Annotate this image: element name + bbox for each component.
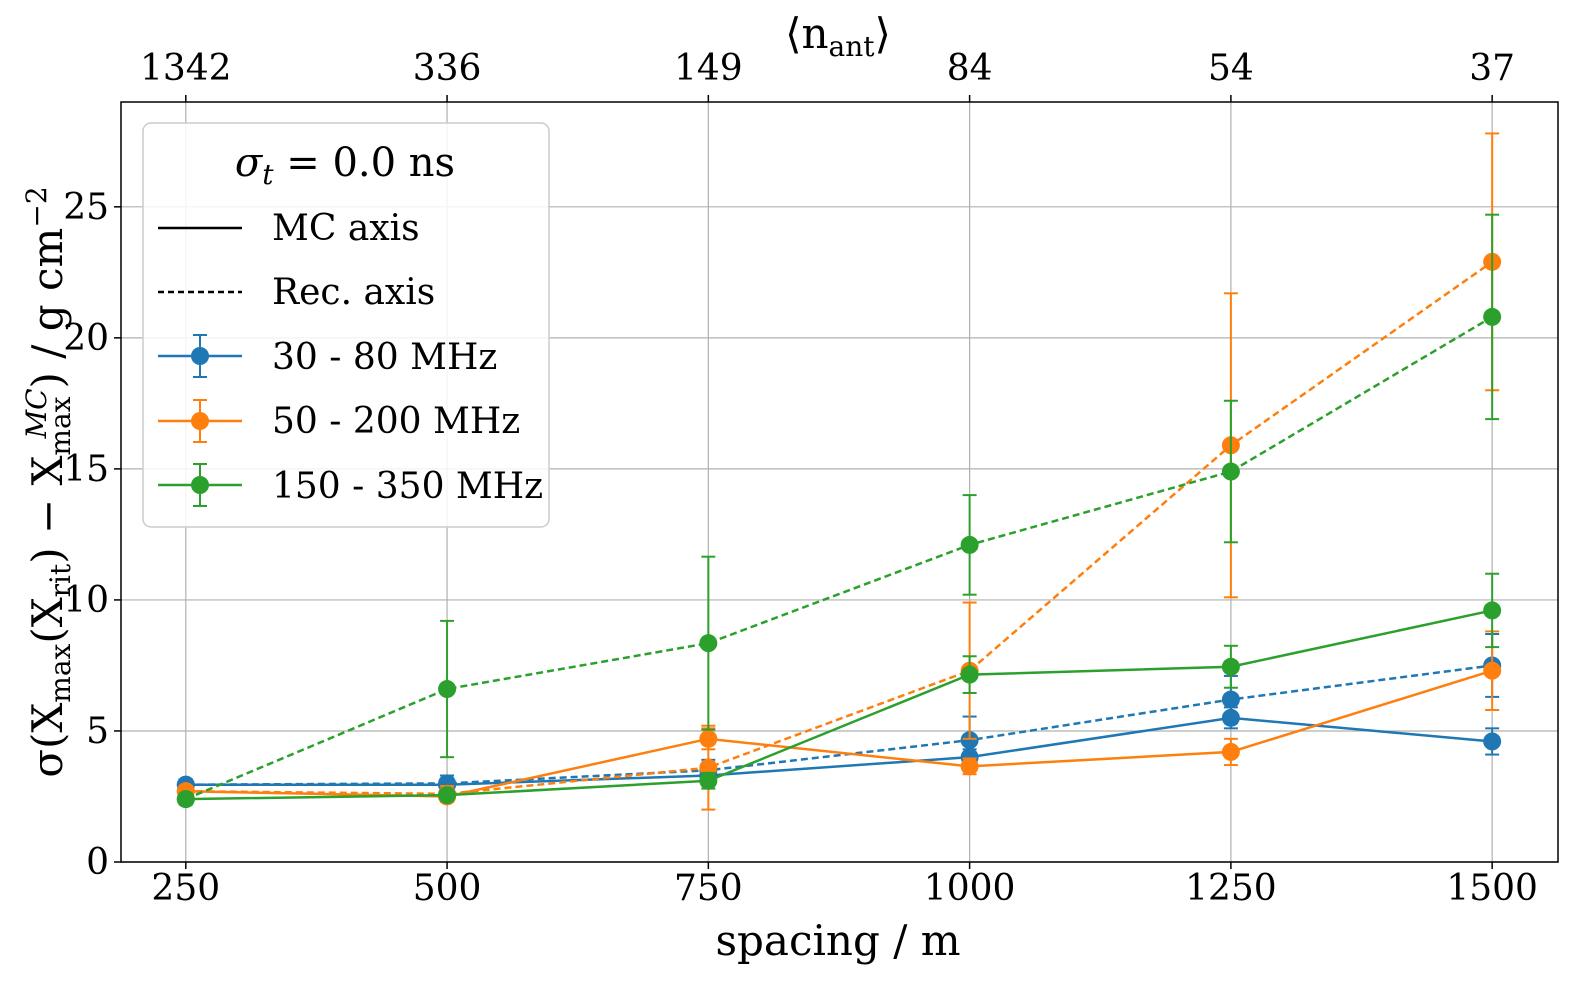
legend-band-30-80-label: 30 - 80 MHz: [272, 337, 497, 378]
legend-band-marker: [191, 412, 209, 430]
data-point: [960, 665, 979, 684]
data-point: [1483, 601, 1502, 620]
x-tick-label: 500: [413, 868, 482, 909]
x-tick-label: 1250: [1185, 868, 1277, 909]
data-point: [960, 535, 979, 554]
x-tick-label: 1000: [924, 868, 1016, 909]
legend-title: σt = 0.0 ns: [235, 140, 455, 191]
plot-frame: [120, 101, 1559, 863]
data-point: [1221, 690, 1240, 709]
y-tick-label: 20: [63, 318, 109, 359]
data-point: [438, 680, 457, 699]
top-axis-label: ⟨nant⟩: [785, 9, 891, 63]
top-tick-label: 1342: [140, 48, 232, 89]
legend: σt = 0.0 ns MC axis Rec. axis 30 - 80 MH…: [142, 122, 550, 528]
y-tick-label: 10: [63, 580, 109, 621]
x-tick-label: 750: [674, 868, 743, 909]
top-tick-label: 54: [1208, 48, 1254, 89]
series-line: [185, 315, 1493, 801]
data-point: [699, 771, 718, 790]
data-point: [1221, 462, 1240, 481]
data-point: [1483, 732, 1502, 751]
ticks: 250 1342 500 336 750 149 1000 84 1250 54 1500 37 0 5 1…: [63, 48, 1538, 909]
data-point: [438, 786, 457, 805]
y-tick-label: 0: [86, 842, 109, 883]
series-line: [185, 609, 1493, 801]
legend-band-marker: [191, 476, 209, 494]
data-point: [1221, 657, 1240, 676]
data-point: [176, 790, 195, 809]
legend-rec-axis-label: Rec. axis: [272, 272, 435, 313]
series-line: [185, 260, 1493, 796]
legend-band-marker: [191, 347, 209, 365]
top-tick-label: 149: [674, 48, 743, 89]
data-point: [960, 731, 979, 750]
data-point: [1221, 742, 1240, 761]
top-tick-label: 37: [1469, 48, 1515, 89]
top-tick-label: 336: [413, 48, 482, 89]
series-line: [185, 669, 1493, 798]
y-tick-label: 5: [86, 711, 109, 752]
x-tick-label: 250: [151, 868, 220, 909]
top-tick-label: 84: [947, 48, 993, 89]
y-axis-label: σ(Xmax(Xrit) − XmaxMC) / g cm−2: [20, 186, 77, 777]
series-line: [185, 716, 1493, 786]
data-point: [960, 757, 979, 776]
legend-box: [142, 122, 550, 528]
legend-band-150-350-label: 150 - 350 MHz: [272, 466, 543, 507]
legend-mc-axis-label: MC axis: [272, 208, 420, 249]
series-150-350-mhz-rec-axis: [176, 213, 1502, 809]
series-layer: [176, 132, 1502, 811]
data-point: [1483, 661, 1502, 680]
data-point: [1483, 307, 1502, 326]
legend-bands: [158, 334, 242, 507]
x-axis-label: spacing / m: [715, 916, 960, 965]
y-tick-label: 15: [63, 449, 109, 490]
legend-band-50-200-label: 50 - 200 MHz: [272, 401, 520, 442]
series-line: [185, 664, 1493, 786]
x-tick-label: 1500: [1446, 868, 1538, 909]
y-tick-label: 25: [63, 187, 109, 228]
data-point: [699, 634, 718, 653]
series-30-80-mhz-rec-axis: [176, 633, 1502, 794]
